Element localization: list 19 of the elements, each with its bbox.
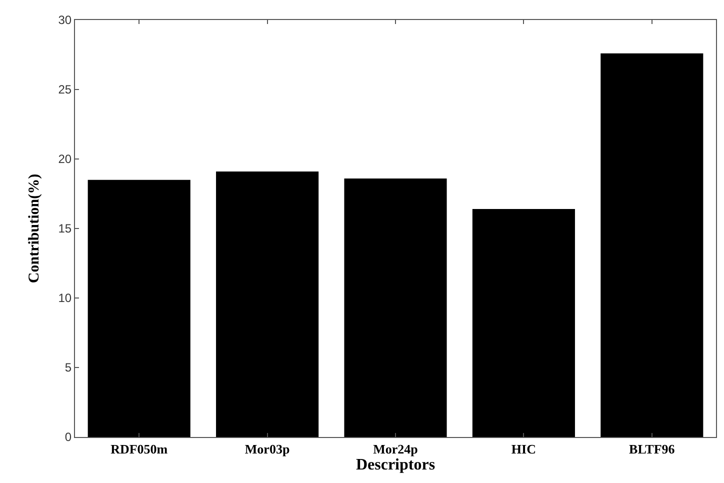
y-tick-label: 0 xyxy=(64,430,72,444)
bar xyxy=(472,209,575,437)
x-axis-title: Descriptors xyxy=(356,456,436,474)
x-tick-label: Mor03p xyxy=(244,442,290,457)
y-tick-label: 30 xyxy=(58,13,72,28)
x-tick-label: Mor24p xyxy=(373,442,418,457)
y-tick-label: 5 xyxy=(64,360,72,375)
bar xyxy=(88,180,190,437)
y-tick-label: 10 xyxy=(58,291,72,306)
y-axis-title: Contribution(%) xyxy=(26,174,42,284)
y-tick-label: 25 xyxy=(58,82,72,97)
x-tick-label: HIC xyxy=(511,442,536,457)
bar xyxy=(600,53,704,437)
bar xyxy=(216,172,319,437)
bar xyxy=(344,178,447,437)
y-tick-label: 15 xyxy=(58,222,72,236)
x-tick-label: RDF050m xyxy=(110,442,168,457)
y-tick-label: 20 xyxy=(58,152,72,166)
x-tick-label: BLTF96 xyxy=(629,442,676,457)
